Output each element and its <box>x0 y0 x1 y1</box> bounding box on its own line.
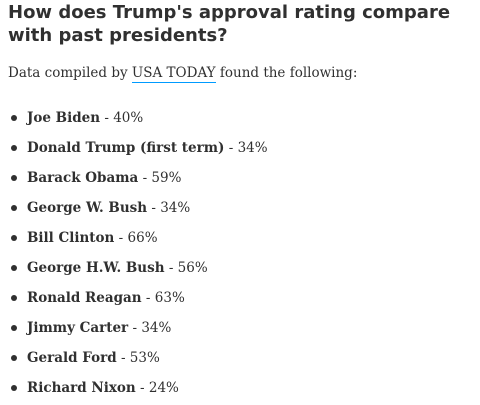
approval-rating: - 34% <box>147 200 191 216</box>
bullet-icon <box>11 355 17 361</box>
approval-rating: - 56% <box>164 260 208 276</box>
intro-paragraph: Data compiled by USA TODAY found the fol… <box>8 64 358 83</box>
list-item-ronald-reagan: Ronald Reagan - 63% <box>0 283 268 313</box>
list-item-george-w-bush: George W. Bush - 34% <box>0 193 268 223</box>
approval-rating: - 53% <box>116 350 160 366</box>
list-item-richard-nixon: Richard Nixon - 24% <box>0 373 268 403</box>
list-item-joe-biden: Joe Biden - 40% <box>0 103 268 133</box>
president-name: Joe Biden <box>27 110 101 126</box>
president-name: Jimmy Carter <box>27 320 129 336</box>
president-name: Ronald Reagan <box>27 290 142 306</box>
bullet-icon <box>11 385 17 391</box>
president-name: Barack Obama <box>27 170 139 186</box>
list-item-george-hw-bush: George H.W. Bush - 56% <box>0 253 268 283</box>
approval-list: Joe Biden - 40% Donald Trump (first term… <box>0 103 268 403</box>
bullet-icon <box>11 145 17 151</box>
bullet-icon <box>11 235 17 241</box>
president-name: George W. Bush <box>27 200 148 216</box>
bullet-icon <box>11 325 17 331</box>
bullet-icon <box>11 205 17 211</box>
intro-text-before: Data compiled by <box>8 65 132 81</box>
intro-text-after: found the following: <box>215 65 358 81</box>
list-item-gerald-ford: Gerald Ford - 53% <box>0 343 268 373</box>
article-headline: How does Trump's approval rating compare… <box>8 2 451 46</box>
bullet-icon <box>11 175 17 181</box>
president-name: Bill Clinton <box>27 230 115 246</box>
approval-rating: - 24% <box>135 380 179 396</box>
list-item-bill-clinton: Bill Clinton - 66% <box>0 223 268 253</box>
approval-rating: - 63% <box>141 290 185 306</box>
approval-rating: - 59% <box>138 170 182 186</box>
bullet-icon <box>11 265 17 271</box>
list-item-barack-obama: Barack Obama - 59% <box>0 163 268 193</box>
president-name: Donald Trump (first term) <box>27 140 225 156</box>
approval-rating: - 34% <box>128 320 172 336</box>
bullet-icon <box>11 115 17 121</box>
president-name: George H.W. Bush <box>27 260 165 276</box>
bullet-icon <box>11 295 17 301</box>
approval-rating: - 34% <box>224 140 268 156</box>
list-item-jimmy-carter: Jimmy Carter - 34% <box>0 313 268 343</box>
list-item-donald-trump: Donald Trump (first term) - 34% <box>0 133 268 163</box>
president-name: Gerald Ford <box>27 350 117 366</box>
president-name: Richard Nixon <box>27 380 136 396</box>
approval-rating: - 66% <box>114 230 158 246</box>
approval-rating: - 40% <box>100 110 144 126</box>
usa-today-link[interactable]: USA TODAY <box>131 65 216 83</box>
